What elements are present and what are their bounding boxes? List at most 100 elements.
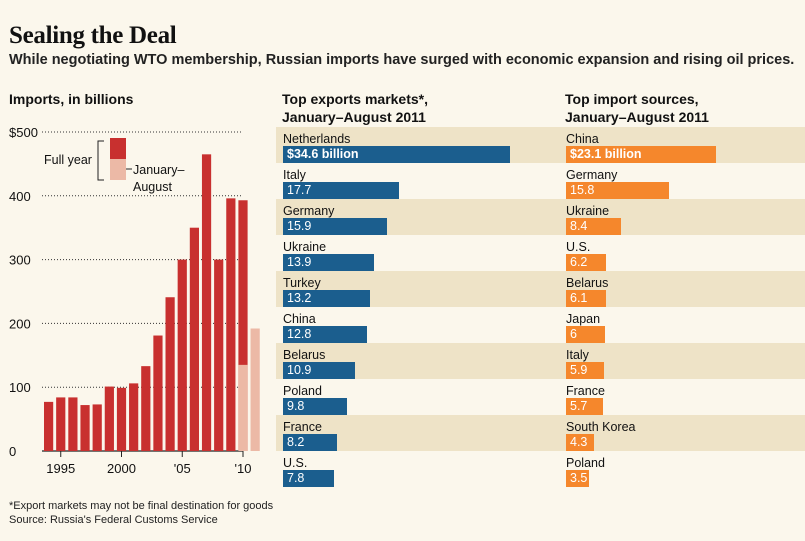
legend-full-year-label: Full year	[44, 153, 92, 167]
export-row: Poland 9.8	[276, 379, 790, 415]
full-year-bar	[189, 227, 199, 451]
export-value-label: 13.2	[287, 291, 312, 305]
import-bar	[566, 218, 621, 235]
import-value-label: 5.7	[570, 399, 588, 413]
import-row: Italy 5.9	[559, 343, 805, 379]
exports-title-line2: January–August 2011	[282, 109, 426, 125]
export-bar	[283, 362, 355, 379]
export-bar	[283, 326, 367, 343]
import-row: China $23.1 billion	[559, 127, 805, 163]
export-value-label: 13.9	[287, 255, 312, 269]
x-tick-label: 1995	[46, 461, 75, 476]
export-value-label: 8.2	[287, 435, 305, 449]
export-bar	[283, 398, 347, 415]
full-year-bar	[177, 259, 187, 451]
export-country-label: China	[283, 312, 316, 326]
import-bar	[566, 398, 603, 415]
import-bar	[566, 434, 594, 451]
y-tick-label: 0	[9, 444, 16, 459]
export-value-label: 7.8	[287, 471, 305, 485]
export-country-label: France	[283, 420, 322, 434]
import-value-label: 6.1	[570, 291, 588, 305]
full-year-bar	[201, 154, 212, 451]
import-bar	[566, 146, 716, 163]
x-tick-label: 2000	[107, 461, 136, 476]
import-row: Belarus 6.1	[559, 271, 805, 307]
export-country-label: U.S.	[283, 456, 308, 470]
full-year-bar	[44, 401, 54, 451]
imports-chart-title: Imports, in billions	[9, 91, 134, 107]
import-sources-bar-list: China $23.1 billion Germany 15.8 Ukraine 8.4 U…	[559, 127, 805, 487]
legend-full-year-swatch	[110, 138, 126, 159]
import-country-label: China	[566, 132, 599, 146]
y-tick-label: 200	[9, 316, 31, 331]
jan-aug-bar	[238, 364, 248, 451]
footnote: *Export markets may not be final destina…	[9, 500, 274, 512]
x-tick-label: '10	[235, 461, 252, 476]
import-bar	[566, 470, 589, 487]
export-bar	[283, 146, 510, 163]
export-value-label: 9.8	[287, 399, 305, 413]
export-country-label: Germany	[283, 204, 335, 218]
import-country-label: Japan	[566, 312, 601, 326]
import-country-label: Italy	[566, 348, 589, 362]
import-value-label: 15.8	[570, 183, 595, 197]
import-row: U.S. 6.2	[559, 235, 805, 271]
import-value-label: 3.5	[570, 471, 588, 485]
y-tick-label: 400	[9, 189, 31, 204]
page-subtitle: While negotiating WTO membership, Russia…	[9, 52, 795, 68]
imports-bar-chart: $500 400 300 200 100 0 1995 2000 '05 '10 Full year…	[9, 125, 260, 476]
import-country-label: Ukraine	[566, 204, 610, 218]
import-row: Poland 3.5	[559, 451, 805, 487]
import-value-label: 6.2	[570, 255, 588, 269]
export-bar	[283, 290, 370, 307]
full-year-bar	[104, 386, 114, 451]
legend-jan-aug-swatch	[110, 159, 126, 180]
y-tick-label: $500	[9, 125, 38, 140]
full-year-bar	[153, 335, 163, 451]
import-row: France 5.7	[559, 379, 805, 415]
exports-title-line1: Top exports markets*,	[282, 91, 429, 107]
imports-sources-title-line1: Top import sources,	[565, 91, 699, 107]
import-bar	[566, 362, 604, 379]
export-row: Italy 17.7	[276, 163, 790, 199]
export-country-label: Poland	[283, 384, 322, 398]
export-country-label: Turkey	[283, 276, 321, 290]
export-bar	[283, 182, 399, 199]
import-row: South Korea 4.3	[559, 415, 805, 451]
full-year-bar	[56, 397, 66, 451]
y-tick-label: 100	[9, 380, 31, 395]
full-year-bar	[92, 404, 102, 451]
export-value-label: 17.7	[287, 183, 312, 197]
import-row: Japan 6	[559, 307, 805, 343]
export-value-label: 12.8	[287, 327, 312, 341]
full-year-bar	[214, 259, 224, 451]
import-value-label: 8.4	[570, 219, 588, 233]
jan-aug-bar	[250, 328, 260, 451]
legend-bracket	[97, 140, 104, 181]
export-bar	[283, 218, 387, 235]
import-bar	[566, 326, 605, 343]
import-value-label: $23.1 billion	[570, 147, 642, 161]
full-year-bar	[141, 366, 151, 451]
import-country-label: South Korea	[566, 420, 636, 434]
export-country-label: Netherlands	[283, 132, 351, 146]
export-country-label: Ukraine	[283, 240, 327, 254]
imports-sources-title: Top import sources, January–August 2011	[565, 90, 709, 126]
full-year-bar	[226, 198, 236, 451]
export-value-label: 10.9	[287, 363, 312, 377]
source-note: Source: Russia's Federal Customs Service	[9, 514, 218, 526]
full-year-bar	[129, 383, 139, 451]
export-row: China 12.8	[276, 307, 790, 343]
import-row: Ukraine 8.4	[559, 199, 805, 235]
legend-jan-aug-label-2: August	[133, 180, 172, 194]
export-country-label: Belarus	[283, 348, 326, 362]
export-row: U.S. 7.8	[276, 451, 790, 487]
export-row: Ukraine 13.9	[276, 235, 790, 271]
import-country-label: Poland	[566, 456, 605, 470]
import-bar	[566, 254, 606, 271]
export-bar	[283, 254, 374, 271]
full-year-bar	[68, 397, 78, 451]
page-title: Sealing the Deal	[9, 22, 177, 49]
import-bar	[566, 182, 669, 199]
